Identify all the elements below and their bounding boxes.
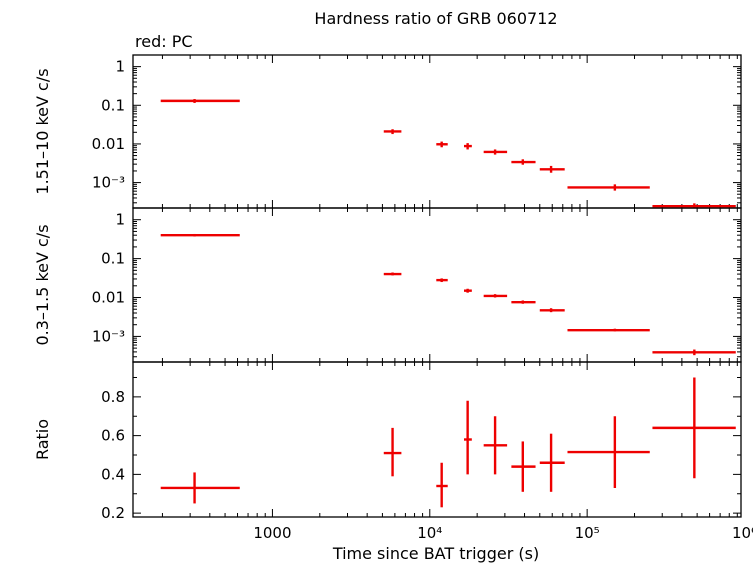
data-point bbox=[464, 143, 472, 150]
x-axis-label: Time since BAT trigger (s) bbox=[332, 544, 539, 563]
x-tick-label: 10⁴ bbox=[417, 524, 442, 542]
data-point bbox=[483, 149, 508, 155]
data-point bbox=[160, 472, 240, 504]
data-series bbox=[160, 233, 736, 356]
data-point bbox=[464, 400, 472, 475]
panel-hard: 1 0.1 0.01 10⁻³ 1.51–10 keV c/s bbox=[33, 54, 742, 209]
data-point bbox=[483, 294, 508, 298]
y-tick-label: 0.1 bbox=[101, 250, 125, 268]
panel-frame bbox=[132, 54, 742, 209]
y-tick-label: 0.01 bbox=[92, 135, 125, 153]
y-tick-label: 1 bbox=[115, 211, 125, 229]
data-point bbox=[436, 141, 448, 148]
data-point bbox=[383, 129, 402, 135]
data-point bbox=[567, 328, 650, 332]
data-series bbox=[160, 99, 736, 208]
chart-panels: 1 0.1 0.01 10⁻³ 1.51–10 keV c/s 1 0.1 0.01 10⁻³ 0… bbox=[33, 54, 753, 542]
panel-soft: 1 0.1 0.01 10⁻³ 0.3–1.5 keV c/s bbox=[33, 207, 742, 363]
data-point bbox=[160, 233, 240, 237]
chart-annotation: red: PC bbox=[135, 32, 193, 51]
y-ticks bbox=[133, 207, 741, 358]
y-tick-label: 10⁻³ bbox=[92, 327, 125, 345]
y-tick-label: 0.1 bbox=[101, 96, 125, 114]
data-point bbox=[511, 300, 536, 304]
x-tick-label: 10⁵ bbox=[575, 524, 600, 542]
data-point bbox=[436, 462, 448, 508]
data-point bbox=[652, 377, 736, 479]
x-tick-labels: 1000 10⁴ 10⁵ 10⁶ bbox=[253, 524, 753, 542]
panel-frame bbox=[132, 361, 742, 518]
y-axis-label: 1.51–10 keV c/s bbox=[33, 68, 52, 194]
data-point bbox=[383, 427, 402, 477]
panel-frame bbox=[132, 207, 742, 363]
y-axis-label: 0.3–1.5 keV c/s bbox=[33, 224, 52, 345]
x-ticks bbox=[161, 208, 738, 362]
y-axis-label: Ratio bbox=[33, 419, 52, 460]
data-point bbox=[539, 433, 565, 492]
y-tick-label: 1 bbox=[115, 58, 125, 76]
x-tick-label: 1000 bbox=[253, 524, 291, 542]
data-point bbox=[383, 272, 402, 276]
data-point bbox=[160, 99, 240, 103]
data-point bbox=[652, 203, 736, 208]
data-point bbox=[436, 278, 448, 283]
data-point bbox=[567, 416, 650, 488]
data-point bbox=[539, 165, 565, 173]
x-ticks bbox=[161, 55, 738, 208]
y-tick-label: 0.8 bbox=[101, 388, 125, 406]
chart-title: Hardness ratio of GRB 060712 bbox=[314, 9, 557, 28]
data-point bbox=[652, 349, 736, 356]
x-ticks bbox=[161, 362, 738, 517]
y-tick-label: 0.4 bbox=[101, 465, 125, 483]
panel-ratio: 0.2 0.4 0.6 0.8 Ratio bbox=[33, 361, 742, 522]
y-tick-label: 0.01 bbox=[92, 289, 125, 307]
data-point bbox=[464, 288, 472, 293]
y-ticks bbox=[133, 54, 741, 204]
data-point bbox=[483, 416, 508, 475]
y-ticks bbox=[133, 377, 741, 514]
data-point bbox=[539, 308, 565, 313]
y-tick-label: 0.2 bbox=[101, 504, 125, 522]
y-tick-label: 0.6 bbox=[101, 427, 125, 445]
x-tick-label: 10⁶ bbox=[732, 524, 753, 542]
data-series bbox=[160, 377, 736, 508]
data-point bbox=[567, 184, 650, 191]
y-tick-label: 10⁻³ bbox=[92, 174, 125, 192]
data-point bbox=[511, 441, 536, 492]
data-point bbox=[511, 159, 536, 165]
